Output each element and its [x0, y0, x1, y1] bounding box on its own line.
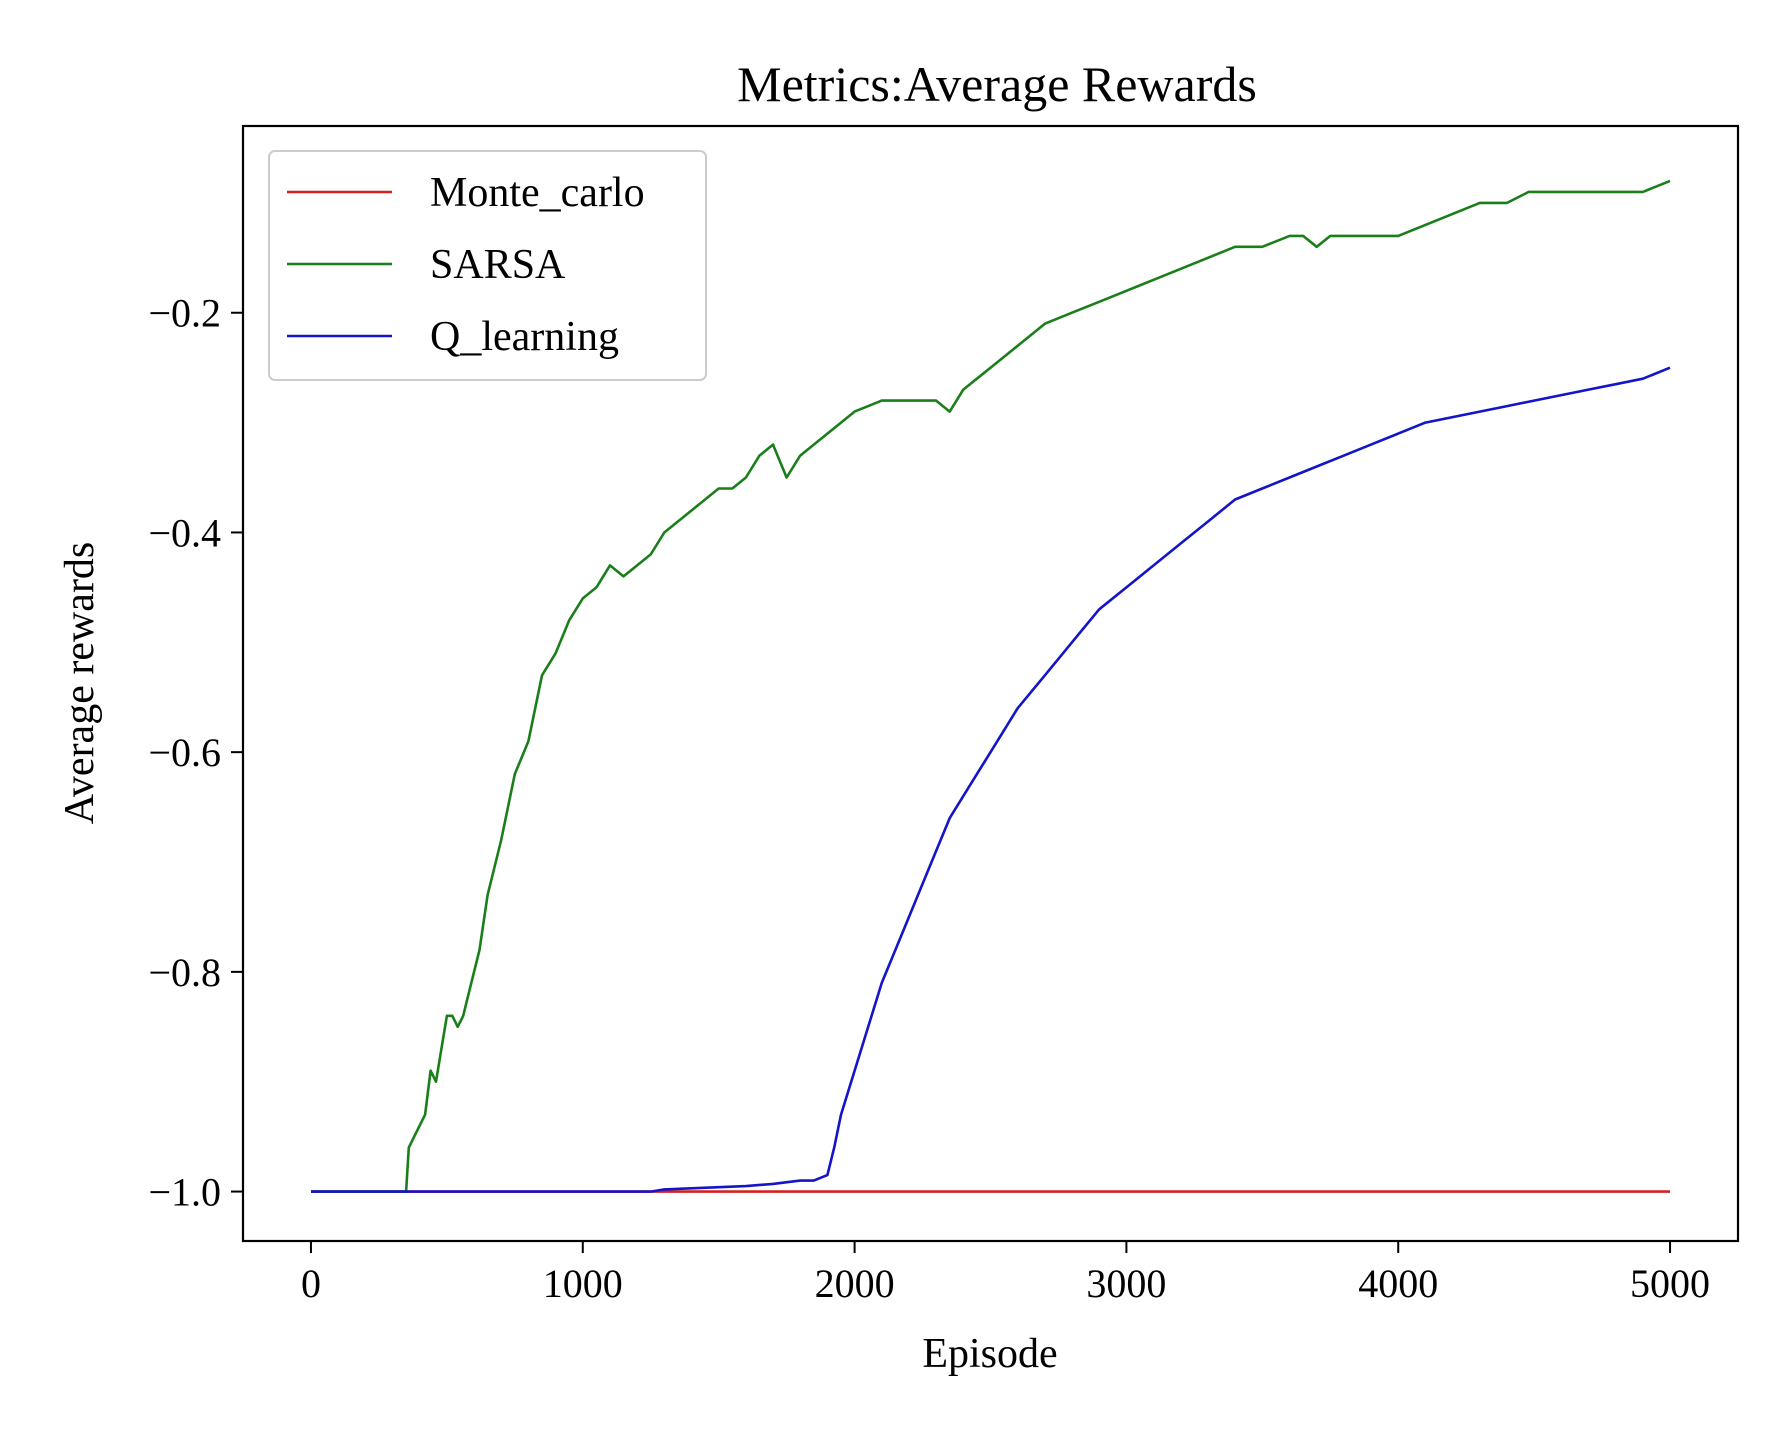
legend-label: SARSA [430, 242, 566, 288]
legend-label: Monte_carlo [430, 170, 645, 216]
x-axis-ticks: 0 1000 2000 3000 4000 5000 [301, 1241, 1710, 1306]
chart-title: Metrics:Average Rewards [737, 56, 1257, 112]
x-tick-label: 0 [301, 1261, 321, 1306]
x-axis-label: Episode [922, 1331, 1057, 1377]
x-tick-label: 3000 [1086, 1261, 1166, 1306]
plot-frame [241, 124, 1740, 1243]
legend: Monte_carlo SARSA Q_learning [268, 150, 707, 381]
legend-label: Q_learning [430, 314, 619, 360]
x-tick-label: 2000 [815, 1261, 895, 1306]
series-line-sarsa [311, 179, 1671, 1193]
x-tick-label: 4000 [1358, 1261, 1438, 1306]
series-layer [311, 179, 1671, 1193]
y-tick-label: −1.0 [148, 1170, 221, 1215]
y-axis-label: Average rewards [57, 542, 103, 825]
x-tick-label: 1000 [543, 1261, 623, 1306]
legend-entry: Monte_carlo [287, 170, 645, 216]
x-tick-label: 5000 [1630, 1261, 1710, 1306]
legend-entries: Monte_carlo SARSA Q_learning [287, 170, 645, 360]
legend-entry: SARSA [287, 242, 566, 288]
y-tick-label: −0.2 [148, 291, 221, 336]
y-axis-ticks: −1.0 −0.8 −0.6 −0.4 −0.2 [148, 291, 243, 1215]
legend-box [268, 150, 707, 381]
y-tick-label: −0.8 [148, 950, 221, 995]
legend-entry: Q_learning [287, 314, 619, 360]
y-tick-label: −0.6 [148, 730, 221, 775]
series-line-q-learning [311, 366, 1671, 1193]
y-tick-label: −0.4 [148, 510, 221, 555]
